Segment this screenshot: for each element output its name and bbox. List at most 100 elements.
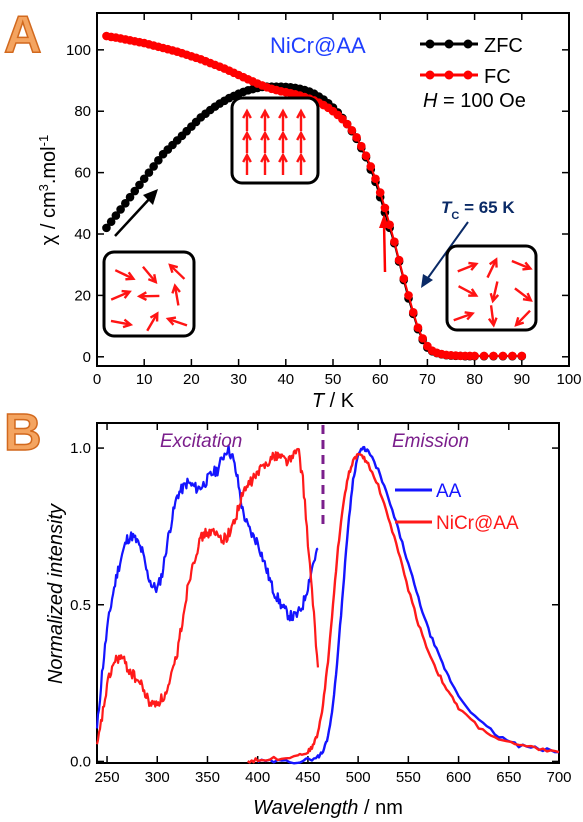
panel-a-xlabel: T / K <box>312 390 355 412</box>
panel-a-ylabel: χ / cm3.mol-1 <box>36 135 61 245</box>
panel-a-zfc-point <box>149 162 158 171</box>
panel-b-xlabel-rest: / nm <box>358 797 402 819</box>
panel-a-legend: ZFC FC H = 100 Oe <box>420 35 526 112</box>
disordered-spin-arrow <box>489 305 495 326</box>
disordered-spin-arrow-head <box>488 257 498 268</box>
panel-a-xtick-label: 20 <box>183 371 200 388</box>
panel-a-ytick-label: 100 <box>66 42 91 59</box>
legend-nicr-label: NiCr@AA <box>436 513 519 534</box>
panel-a-ytick-label: 40 <box>74 226 91 243</box>
panel-a-xlabel-rest: / K <box>324 390 355 412</box>
panel-a-fc-point <box>470 351 479 361</box>
panel-b-legend: AA NiCr@AA <box>395 481 519 534</box>
panel-b-curves <box>95 444 560 765</box>
ordered-spin-arrow-head <box>296 152 306 163</box>
panel-a-zfc-point <box>111 211 121 220</box>
disordered-spin-arrow-head <box>165 316 177 326</box>
panel-a-zfc-point <box>135 180 144 190</box>
disordered-spin-arrow-head <box>149 311 159 322</box>
panel-a-ytick-label: 0 <box>83 349 91 366</box>
panel-a-zfc-point <box>106 217 116 227</box>
panel-a-ylabel-prefix: χ / cm <box>38 191 60 245</box>
disordered-spin-arrow <box>457 262 477 273</box>
tc-arrow-head <box>421 274 433 288</box>
legend-zfc-label: ZFC <box>484 35 523 57</box>
panel-a-xtick-label: 50 <box>325 371 342 388</box>
disordered-spin-arrow <box>114 269 134 280</box>
panel-a-xtick-label: 60 <box>372 371 389 388</box>
zfc-warming-arrow-shaft <box>114 195 153 237</box>
field-label-rest: = 100 Oe <box>437 90 525 112</box>
spins-left-arrows <box>110 263 188 332</box>
ordered-spin-arrow-head <box>242 108 252 119</box>
ordered-spin-arrow-head <box>296 130 306 141</box>
panel-a-zfc-point <box>121 199 130 208</box>
tc-label-sub: C <box>451 210 459 222</box>
ordered-spin-arrow-head <box>242 152 252 163</box>
panel-a-fc-point <box>418 334 427 343</box>
disordered-spin-arrow <box>167 317 188 327</box>
disordered-spin-arrow-head <box>147 274 158 285</box>
legend-fc-marker-3 <box>463 70 473 80</box>
panel-a-chart: 0 10 20 30 40 50 60 70 80 90 100 0 20 40 60 80 100 χ / c… <box>36 12 582 412</box>
legend-zfc-marker-1 <box>425 39 435 49</box>
panel-a-zfc-point <box>144 168 154 177</box>
panel-a-zfc-point <box>130 186 140 196</box>
ordered-spin-arrow-head <box>278 108 288 119</box>
ordered-spin-arrow-head <box>260 152 270 163</box>
panel-a-fc-point <box>479 351 489 361</box>
disordered-spin-arrow-head <box>468 288 479 297</box>
panel-b-letter: B <box>4 404 42 462</box>
panel-a-xtick-label: 0 <box>93 371 101 388</box>
ordered-spin-arrow-head <box>260 108 270 119</box>
panel-a-zfc-point <box>116 205 125 214</box>
panel-b-xtick-label: 450 <box>295 769 320 786</box>
disordered-spin-arrow-head <box>487 317 498 328</box>
panel-b-nicr-emission-line <box>246 452 560 764</box>
panel-a-fc-point <box>413 323 423 332</box>
legend-zfc-marker-2 <box>444 39 454 49</box>
panel-a-fc-point <box>366 162 376 171</box>
disordered-spin-arrow <box>169 264 186 280</box>
disordered-spin-arrow <box>453 312 473 322</box>
panel-b-xtick-label: 600 <box>446 769 471 786</box>
panel-a-ytick-label: 20 <box>74 287 91 304</box>
disordered-spin-arrow-head <box>489 292 500 304</box>
panel-b-xtick-label: 400 <box>245 769 270 786</box>
panel-b-aa-excitation-line <box>95 444 319 729</box>
panel-b-plot-frame <box>96 422 560 764</box>
panel-b-ylabel: Normalized intensity <box>45 503 67 684</box>
panel-b-ytick-label: 0.0 <box>70 753 91 770</box>
legend-fc-label: FC <box>484 66 511 88</box>
panel-a-xtick-label: 70 <box>419 371 436 388</box>
panel-a-fc-point <box>371 174 380 184</box>
emission-label: Emission <box>392 431 469 452</box>
disordered-spin-arrow <box>142 265 157 283</box>
fc-cooling-arrow-head <box>379 214 389 228</box>
ordered-spin-arrow-head <box>242 130 252 141</box>
spins-right-arrows <box>453 257 533 328</box>
panel-a-fc-point <box>399 274 409 283</box>
panel-a-xtick-label: 30 <box>230 371 247 388</box>
tc-label-rest: = 65 K <box>459 198 515 217</box>
disordered-spin-arrow <box>511 259 531 270</box>
panel-a-letter: A <box>4 6 42 64</box>
panel-a-xtick-label: 40 <box>277 371 294 388</box>
panel-b-xtick-label: 500 <box>346 769 371 786</box>
spin-box-disordered-left <box>102 250 196 338</box>
panel-a-fc-point <box>390 237 399 246</box>
legend-aa-label: AA <box>436 481 462 502</box>
legend-fc-marker-1 <box>425 70 435 80</box>
disordered-spin-arrow-head <box>514 316 525 327</box>
legend-zfc-marker-3 <box>463 39 473 49</box>
panel-b-nicr-excitation-line <box>95 447 320 745</box>
tc-label-italic: T <box>441 198 453 217</box>
disordered-spin-arrow-head <box>125 271 136 281</box>
panel-a-curves <box>102 31 527 361</box>
spins-ordered-arrows <box>242 108 306 175</box>
disordered-spin-arrow-head <box>168 263 179 274</box>
panel-b-ytick-label: 0.5 <box>70 597 91 614</box>
panel-b-aa-emission-line <box>257 445 560 765</box>
panel-a-fc-point <box>342 119 352 129</box>
panel-b-xtick-label: 350 <box>195 769 220 786</box>
